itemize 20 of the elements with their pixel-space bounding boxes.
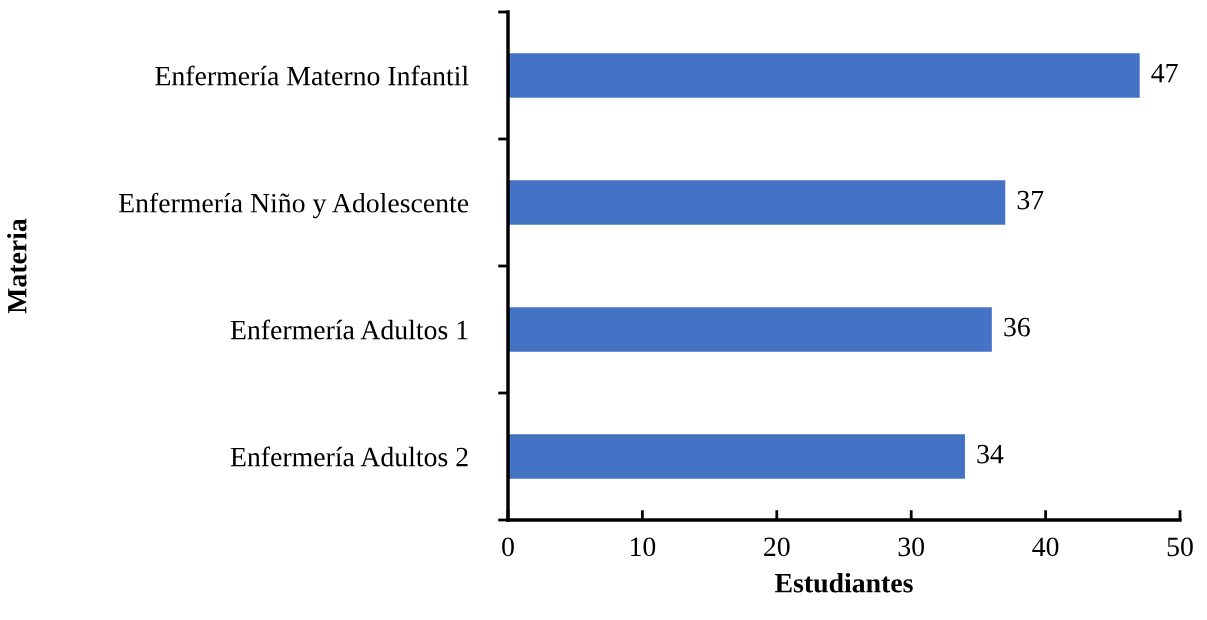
x-axis-title: Estudiantes (775, 572, 913, 593)
y-axis-title: Materia (7, 218, 27, 314)
data-label: 36 (1004, 317, 1030, 337)
x-tick-label: 30 (898, 537, 925, 557)
data-label: 37 (1017, 190, 1044, 210)
x-tick-label: 0 (502, 537, 514, 557)
data-label: 47 (1151, 63, 1178, 83)
x-tick-label: 40 (1032, 537, 1059, 557)
y-tick-label: Enfermería Adultos 1 (230, 319, 468, 340)
bar (508, 180, 1006, 225)
y-tick-label: Enfermería Materno Infantil (155, 65, 469, 86)
y-tick-label: Enfermería Niño y Adolescente (118, 192, 469, 219)
x-tick-label: 10 (630, 537, 656, 557)
x-tick-label: 20 (764, 537, 790, 557)
bar (508, 434, 965, 479)
y-tick-label: Enfermería Adultos 2 (230, 446, 468, 467)
bar (508, 307, 992, 352)
data-label: 34 (977, 444, 1004, 464)
x-tick-label: 50 (1167, 537, 1193, 557)
bar (508, 53, 1140, 98)
